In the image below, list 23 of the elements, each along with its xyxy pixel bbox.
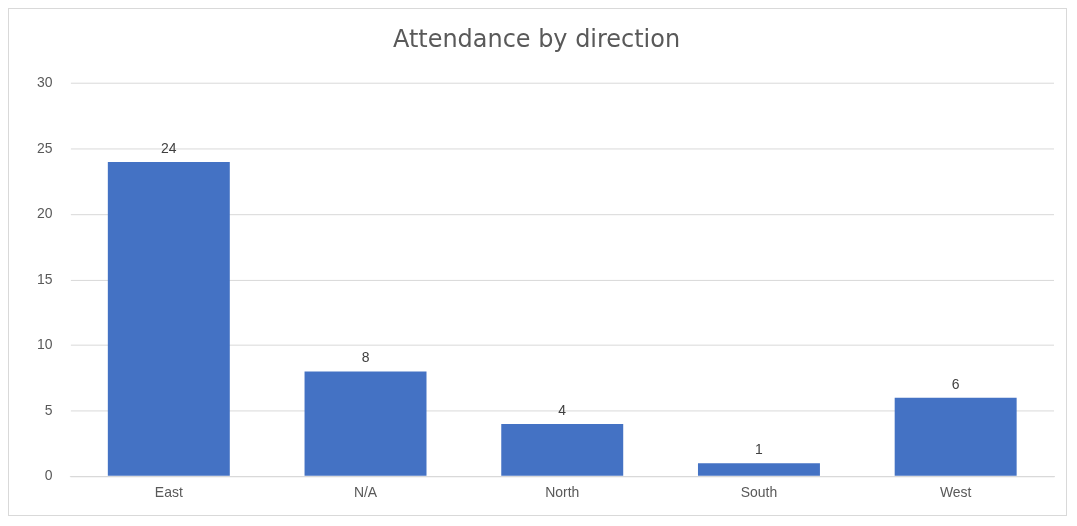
data-label: 6	[951, 375, 960, 392]
x-tick-label: N/A	[353, 483, 378, 500]
x-tick-label: West	[939, 483, 972, 500]
y-tick-label: 25	[36, 139, 53, 156]
bar	[501, 423, 624, 476]
data-label: 4	[558, 401, 567, 418]
bar	[894, 397, 1017, 476]
y-tick-label: 0	[44, 467, 53, 484]
y-tick-label: 10	[36, 336, 53, 353]
x-tick-label: North	[545, 483, 580, 500]
data-label: 24	[161, 139, 177, 156]
data-label: 8	[361, 349, 370, 366]
x-tick-label: East	[154, 483, 183, 500]
bar	[697, 463, 820, 476]
data-label: 1	[755, 441, 764, 458]
bar	[304, 371, 427, 476]
y-tick-label: 20	[36, 205, 53, 222]
y-tick-label: 5	[44, 401, 53, 418]
y-tick-label: 15	[36, 270, 53, 287]
bar	[107, 162, 230, 476]
chart-title: Attendance by direction	[392, 25, 681, 54]
x-tick-label: South	[740, 483, 778, 500]
y-tick-label: 30	[36, 74, 53, 91]
